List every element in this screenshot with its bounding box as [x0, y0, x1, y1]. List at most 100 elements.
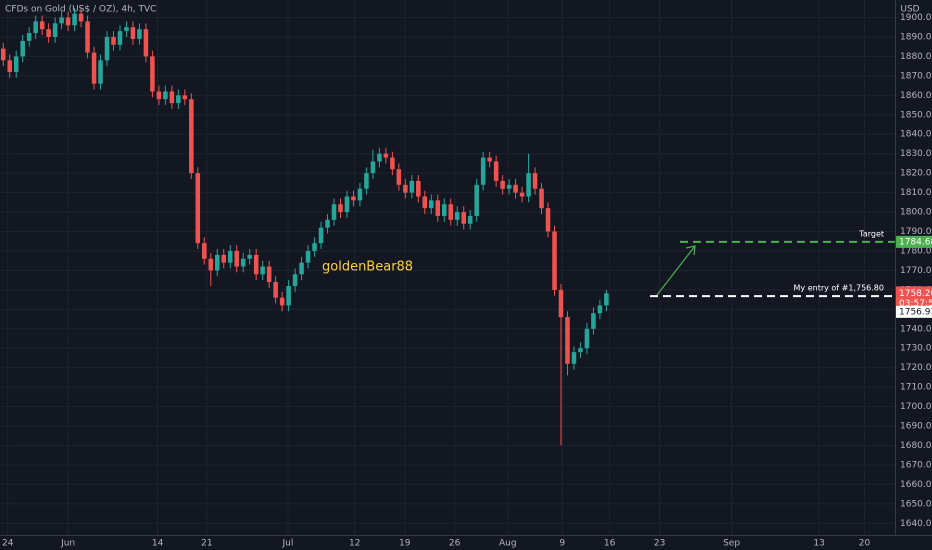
candle-body	[364, 173, 369, 189]
x-tick-label: Sep	[723, 539, 740, 549]
candle-body	[396, 169, 402, 185]
arrow	[656, 245, 696, 296]
candle-body	[279, 297, 285, 306]
candle-body	[78, 13, 84, 22]
candle-body	[39, 21, 45, 30]
candle-body	[312, 243, 317, 251]
candle-body	[137, 29, 142, 39]
y-tick-label: 1820.00	[900, 169, 932, 179]
candle-body	[409, 180, 415, 193]
candle-body	[526, 173, 531, 197]
y-tick-label: 1710.00	[900, 383, 932, 393]
candle-body	[266, 266, 272, 283]
y-tick-label: 1680.00	[900, 441, 932, 451]
y-tick-label: 1770.00	[900, 266, 932, 276]
candle-body	[202, 243, 207, 259]
candle-body	[584, 328, 590, 349]
candle-body	[124, 27, 129, 32]
x-tick-label: 24	[2, 539, 14, 549]
candle-body	[422, 196, 428, 209]
candle-body	[370, 161, 376, 174]
candle-body	[240, 258, 246, 267]
candle-body	[189, 99, 194, 174]
y-tick-label: 1670.00	[900, 460, 932, 470]
price-box	[896, 235, 932, 248]
candle-body	[20, 40, 25, 57]
y-tick-label: 1730.00	[900, 344, 932, 354]
candle-body	[565, 317, 570, 364]
candle-body	[163, 91, 168, 100]
candle-body	[150, 56, 155, 92]
y-tick-label: 1690.00	[900, 422, 932, 432]
candle-body	[571, 352, 577, 364]
y-tick-label: 1830.00	[900, 149, 932, 159]
candle-body	[234, 250, 239, 267]
candle-body	[85, 21, 90, 53]
candle-body	[539, 188, 544, 209]
candle-body	[292, 274, 298, 286]
x-tick-label: Jun	[60, 539, 75, 549]
candle-body	[91, 52, 97, 84]
candle-body	[344, 196, 350, 213]
candle-body	[435, 200, 441, 216]
candle-body	[506, 184, 512, 189]
x-tick-label: Aug	[499, 539, 517, 549]
x-tick-label: 9	[559, 539, 565, 549]
candle-body	[143, 29, 149, 57]
x-tick-label: 14	[152, 539, 164, 549]
candle-body	[156, 91, 162, 100]
x-tick-label: 13	[813, 539, 824, 549]
candle-body	[480, 157, 486, 185]
level-label: My entry of #1,756.80	[794, 284, 884, 293]
currency: USD	[900, 5, 919, 15]
candle-body	[65, 17, 71, 26]
candle-body	[305, 250, 311, 263]
candle-body	[227, 250, 233, 263]
candle-body	[597, 305, 603, 314]
candle-body	[338, 204, 343, 213]
candle-body	[448, 204, 454, 220]
x-tick-label: 21	[201, 539, 212, 549]
grid	[0, 0, 895, 535]
candle-body	[461, 212, 466, 224]
candle-body	[260, 266, 265, 275]
candle-body	[325, 219, 330, 228]
levels: Target My entry of #1,756.80	[650, 229, 895, 298]
x-tick-label: 26	[449, 539, 461, 549]
candle-body	[13, 56, 19, 72]
y-tick-label: 1870.00	[900, 71, 932, 81]
y-tick-label: 1740.00	[900, 324, 932, 334]
candle-body	[377, 153, 382, 162]
y-tick-label: 1880.00	[900, 52, 932, 62]
y-tick-label: 1650.00	[900, 499, 932, 509]
candle-body	[59, 17, 64, 24]
candle-body	[513, 184, 518, 193]
candle-body	[318, 227, 324, 244]
candle-body	[46, 29, 51, 37]
y-tick-label: 1720.00	[900, 363, 932, 373]
y-tick-label: 1790.00	[900, 227, 932, 237]
candle-body	[474, 184, 479, 216]
y-tick-label: 1660.00	[900, 480, 932, 490]
candle-body	[221, 254, 227, 263]
candle-body	[545, 208, 551, 232]
x-tick-label: 19	[399, 539, 411, 549]
candle-body	[552, 231, 557, 290]
candle-body	[104, 36, 110, 61]
candle-body	[111, 36, 116, 45]
y-tick-label: 1900.00	[900, 13, 932, 23]
candle-body	[558, 289, 564, 318]
bid-label: 1756.93	[899, 307, 932, 317]
candle-body	[383, 153, 389, 158]
candle-body	[416, 180, 421, 197]
candle-body	[331, 204, 337, 220]
bid-box	[896, 305, 932, 318]
candle-body	[532, 173, 538, 189]
x-tick-label: Jul	[282, 539, 294, 549]
candle-body	[390, 157, 395, 170]
y-tick-label: 1890.00	[900, 32, 932, 42]
candle-body	[0, 48, 6, 61]
candle-body	[98, 60, 103, 84]
